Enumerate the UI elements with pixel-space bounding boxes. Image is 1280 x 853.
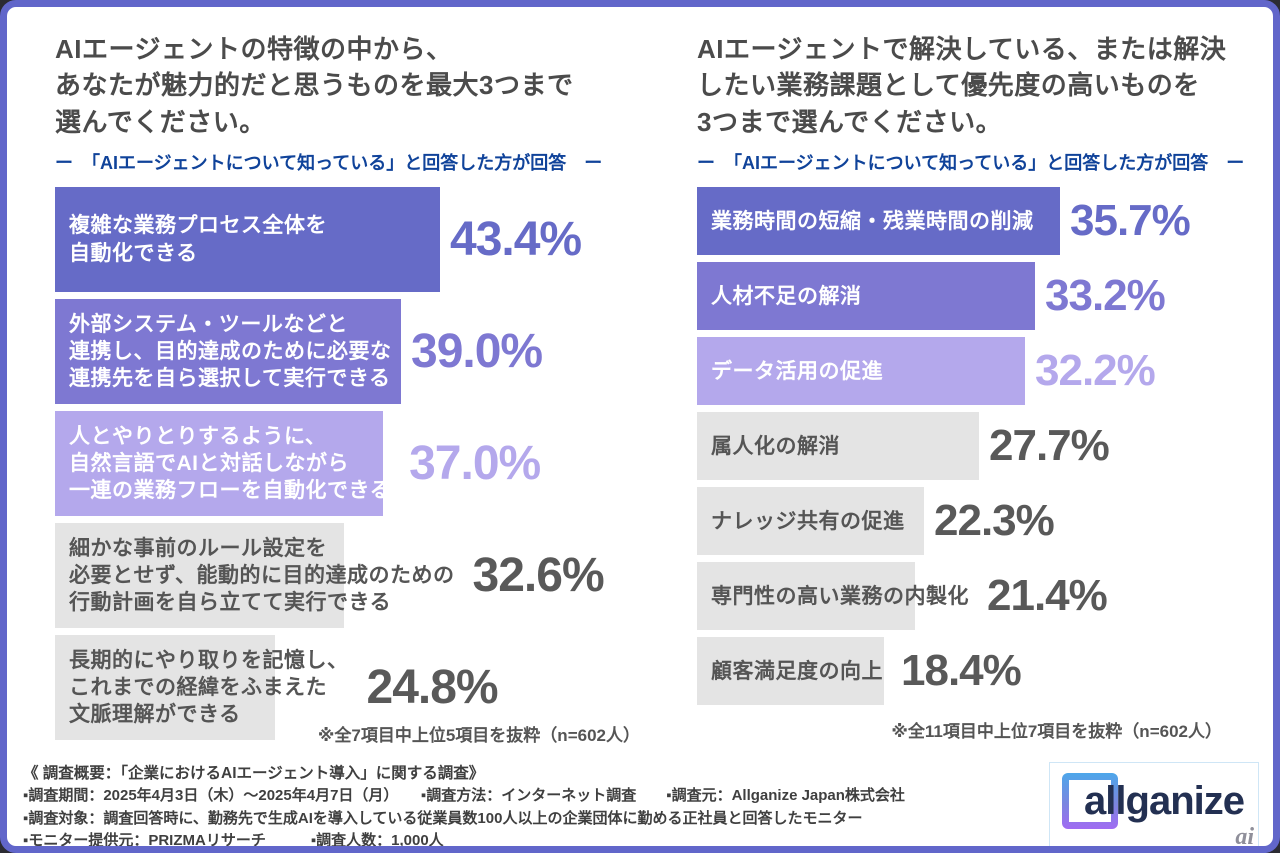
bar-row: 専門性の高い業務の内製化 21.4% <box>697 562 1262 631</box>
bar-value: 35.7% <box>1070 196 1191 246</box>
bar-label: 外部システム・ツールなどと 連携し、目的達成のために必要な 連携先を自ら選択して… <box>69 312 392 391</box>
chart-right-title: AIエージェントで解決している、または解決 したい業務課題として優先度の高いもの… <box>697 34 1227 137</box>
bar-row: ナレッジ共有の促進 22.3% <box>697 487 1262 556</box>
bar-label: 人材不足の解消 <box>711 284 862 308</box>
bar-label: 専門性の高い業務の内製化 <box>711 584 969 608</box>
bar: ナレッジ共有の促進 <box>697 487 924 556</box>
chart-left: AIエージェントの特徴の中から、 あなたが魅力的だと思うものを最大3つまで 選ん… <box>55 31 640 746</box>
allganize-logo-mark-icon <box>1062 773 1119 830</box>
bar-value: 18.4% <box>901 646 1022 696</box>
allganize-logo-mark-inner <box>1069 780 1112 823</box>
bar-label: データ活用の促進 <box>711 359 883 383</box>
bar-row: 人とやりとりするように、 自然言語でAIと対話しながら 一連の業務フローを自動化… <box>55 411 640 517</box>
survey-line: ▪調査対象：調査回答時に、勤務先で生成AIを導入している従業員数100人以上の企… <box>23 809 863 827</box>
bar-label: 複雑な業務プロセス全体を 自動化できる <box>69 214 327 265</box>
bar-value: 43.4% <box>450 213 582 267</box>
bar: 専門性の高い業務の内製化 <box>697 562 977 631</box>
bar-label: 長期的にやり取りを記憶し、 これまでの経緯をふまえた 文脈理解ができる <box>69 648 349 727</box>
bar-label: ナレッジ共有の促進 <box>711 509 905 533</box>
bar-row: 細かな事前のルール設定を 必要とせず、能動的に目的達成のための 行動計画を自ら立… <box>55 523 640 629</box>
bar-row: 外部システム・ツールなどと 連携し、目的達成のために必要な 連携先を自ら選択して… <box>55 299 640 405</box>
charts-area: AIエージェントの特徴の中から、 あなたが魅力的だと思うものを最大3つまで 選ん… <box>7 7 1273 746</box>
bar-value: 32.2% <box>1035 346 1156 396</box>
bar-value: 37.0% <box>409 437 541 491</box>
bar-value: 24.8% <box>366 661 499 715</box>
chart-right-footnote: ※全11項目中上位7項目を抜粋（n=602人） <box>891 722 1222 742</box>
bar: 人材不足の解消 <box>697 262 1035 331</box>
bar-row: 人材不足の解消 33.2% <box>697 262 1262 331</box>
allganize-logo-text: allganize <box>1084 778 1245 823</box>
bar: 細かな事前のルール設定を 必要とせず、能動的に目的達成のための 行動計画を自ら立… <box>55 523 463 629</box>
survey-overview: 《 調査概要：「企業におけるAIエージェント導入」に関する調査》 ▪調査期間：2… <box>23 762 905 850</box>
bar-row: 属人化の解消 27.7% <box>697 412 1262 481</box>
survey-heading: 《 調査概要：「企業におけるAIエージェント導入」に関する調査》 <box>23 765 485 783</box>
bar-label: 人とやりとりするように、 自然言語でAIと対話しながら 一連の業務フローを自動化… <box>69 424 392 503</box>
chart-left-title: AIエージェントの特徴の中から、 あなたが魅力的だと思うものを最大3つまで 選ん… <box>55 34 574 137</box>
chart-right-subtitle: ー 「AIエージェントについて知っている」と回答した方が回答 ー <box>697 153 1245 174</box>
bar: データ活用の促進 <box>697 337 1025 406</box>
bar: 属人化の解消 <box>697 412 979 481</box>
bar-label: 業務時間の短縮・残業時間の削減 <box>711 209 1034 233</box>
allganize-logo-row: allganize <box>1062 773 1245 830</box>
bar: 人とやりとりするように、 自然言語でAIと対話しながら 一連の業務フローを自動化… <box>55 411 400 517</box>
bar: 長期的にやり取りを記憶し、 これまでの経緯をふまえた 文脈理解ができる <box>55 635 357 741</box>
bar-chart-right: 業務時間の短縮・残業時間の削減 35.7% 人材不足の解消 33.2% データ活用の促進… <box>697 187 1262 706</box>
bar: 業務時間の短縮・残業時間の削減 <box>697 187 1060 256</box>
bar-row: 複雑な業務プロセス全体を 自動化できる 43.4% <box>55 187 640 293</box>
footer: 《 調査概要：「企業におけるAIエージェント導入」に関する調査》 ▪調査期間：2… <box>7 746 1273 851</box>
chart-right: AIエージェントで解決している、または解決 したい業務課題として優先度の高いもの… <box>697 31 1262 742</box>
bar: 複雑な業務プロセス全体を 自動化できる <box>55 187 440 293</box>
bar-row: 業務時間の短縮・残業時間の削減 35.7% <box>697 187 1262 256</box>
survey-line: ▪調査期間：2025年4月3日（木）〜2025年4月7日（月） ▪調査方法：イン… <box>23 787 905 805</box>
chart-left-subtitle: ー 「AIエージェントについて知っている」と回答した方が回答 ー <box>55 153 603 174</box>
bar-label: 細かな事前のルール設定を 必要とせず、能動的に目的達成のための 行動計画を自ら立… <box>69 536 455 615</box>
bar-value: 39.0% <box>411 325 543 379</box>
allganize-logo: allganize ai <box>1049 762 1259 851</box>
bar-label: 属人化の解消 <box>711 434 840 458</box>
bar-value: 22.3% <box>934 496 1055 546</box>
bar-value: 32.6% <box>472 549 605 603</box>
bar: 顧客満足度の向上 <box>697 637 891 706</box>
bar-row: 顧客満足度の向上 18.4% <box>697 637 1262 706</box>
bar-row: 長期的にやり取りを記憶し、 これまでの経緯をふまえた 文脈理解ができる 24.8% <box>55 635 640 741</box>
bar-label: 顧客満足度の向上 <box>711 659 883 683</box>
bar-chart-left: 複雑な業務プロセス全体を 自動化できる 43.4% 外部システム・ツールなどと 連携… <box>55 187 640 741</box>
ai-watermark: ai <box>1235 824 1254 851</box>
chart-left-footnote: ※全7項目中上位5項目を抜粋（n=602人） <box>317 726 640 746</box>
bar-value: 21.4% <box>987 571 1108 621</box>
bar-row: データ活用の促進 32.2% <box>697 337 1262 406</box>
bar-value: 33.2% <box>1045 271 1166 321</box>
survey-line: ▪モニター提供元：PRIZMAリサーチ ▪調査人数：1,000人 <box>23 832 444 850</box>
bar-value: 27.7% <box>989 421 1110 471</box>
bar: 外部システム・ツールなどと 連携し、目的達成のために必要な 連携先を自ら選択して… <box>55 299 401 405</box>
